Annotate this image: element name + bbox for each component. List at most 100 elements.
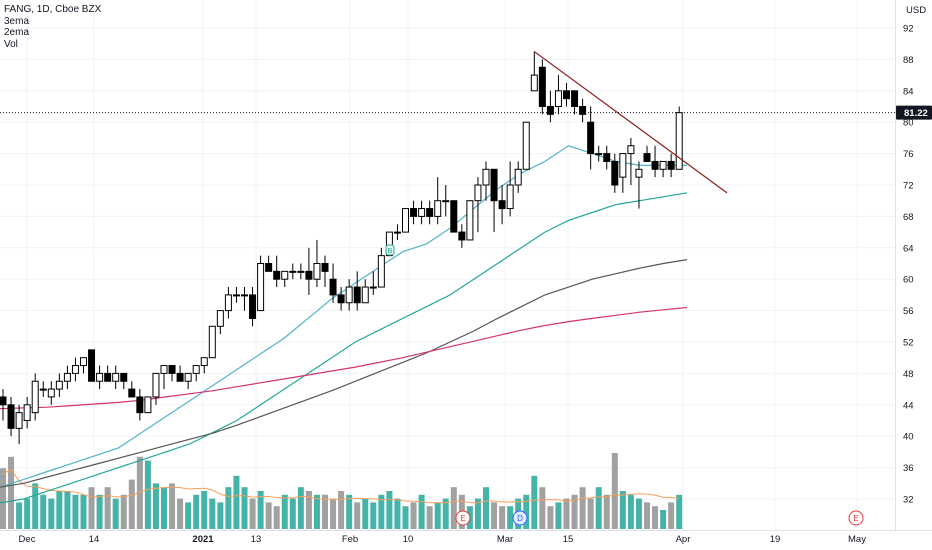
volume-bar [362,498,369,529]
candle [120,372,128,390]
candle [192,365,200,382]
price-tick-label: 80 [903,118,914,129]
price-tick-label: 92 [903,24,914,35]
volume-bar [249,498,256,529]
volume-bar [289,498,296,529]
volume-bar [644,502,650,529]
trendline [533,51,728,194]
volume-bar [434,502,441,529]
price-tick-label: 36 [903,463,914,474]
volume-bar [257,491,264,529]
volume-bar [72,494,79,529]
volume-bar [80,494,87,529]
time-tick-label: 19 [770,534,781,545]
volume-bar [491,502,498,529]
volume-bar [587,498,594,529]
candle [104,365,112,382]
volume-bar [273,506,280,529]
price-axis-ticks: 32 36 40 44 48 52 56 60 64 68 72 76 80 84 88 92 [903,24,914,506]
candle [369,271,377,295]
candle [667,153,675,178]
indicator-vol[interactable]: Vol [4,38,18,50]
volume-bar [354,502,361,529]
volume-bar [201,491,208,529]
time-axis-ticks: Dec 14 2021 13 Feb 10 Mar 15 Apr 19 May [19,534,867,545]
volume-bar [225,487,232,529]
candle [63,365,71,390]
price-tick-label: 60 [903,275,914,286]
candle [7,396,15,437]
candle [377,247,385,288]
candle [136,389,144,421]
candle [627,137,635,185]
candle [442,185,450,217]
volume-bar [426,506,433,529]
volume-bar [322,494,328,529]
volume-bar [8,456,15,529]
time-tick-label: 10 [403,534,414,545]
volume-bar [652,506,659,529]
volume-bar [483,487,489,529]
candlesticks [0,51,683,445]
volume-bar [241,487,248,529]
candle [329,263,337,303]
last-price-badge: 81.22 [896,105,932,120]
event-marker-e[interactable]: E [848,510,864,526]
price-tick-label: 56 [903,306,914,317]
volume-bar [660,510,667,529]
candle [345,279,353,311]
price-tick-label: 76 [903,149,914,160]
volume-bar [144,460,151,529]
volume-bar [370,502,377,529]
volume-bar [571,494,578,529]
volume-bar [579,487,586,529]
candle [659,160,667,178]
candle [418,200,426,225]
candle [257,255,265,312]
candle [176,365,184,382]
volume-ma [2,468,680,504]
candle [208,325,216,359]
candle [498,185,506,225]
candle [514,161,522,193]
resistance-trendline [533,51,728,194]
candle [482,161,490,201]
volume-bar [668,502,675,529]
volume-bar [193,494,200,529]
candle [31,373,39,421]
ema-line-2 [0,192,688,504]
volume-bar [128,479,135,529]
volume-bar [152,483,159,529]
volume-bar [635,498,642,529]
candle [168,365,176,382]
price-tick-label: 88 [903,55,914,66]
price-tick-label: 52 [903,338,914,349]
volume-bar [64,491,71,529]
volume-bar [507,506,514,529]
candle [643,145,651,162]
symbol-line[interactable]: FANG, 1D, Cboe BZX [4,4,102,15]
indicator-2ema[interactable]: 2ema [4,27,30,38]
volume-bar [217,502,224,529]
volume-bar [499,506,506,529]
event-marker-b[interactable]: B [385,244,395,256]
candle [112,365,120,390]
candle [458,224,466,248]
svg-text:B: B [388,248,393,255]
candle [361,279,369,304]
candle [474,177,482,233]
candle [506,161,514,217]
candle [603,145,611,170]
event-marker-d[interactable]: D [512,510,528,526]
currency-label: USD [906,5,926,16]
indicator-3ema[interactable]: 3ema [4,15,30,27]
volume-bar [611,453,618,529]
volume-bar [410,502,417,529]
candle [353,271,361,311]
volume-bar [539,487,546,529]
event-marker-e[interactable]: E [455,510,471,526]
volume-bar [56,491,63,529]
volume-bar [40,494,47,529]
svg-text:E: E [853,514,858,523]
